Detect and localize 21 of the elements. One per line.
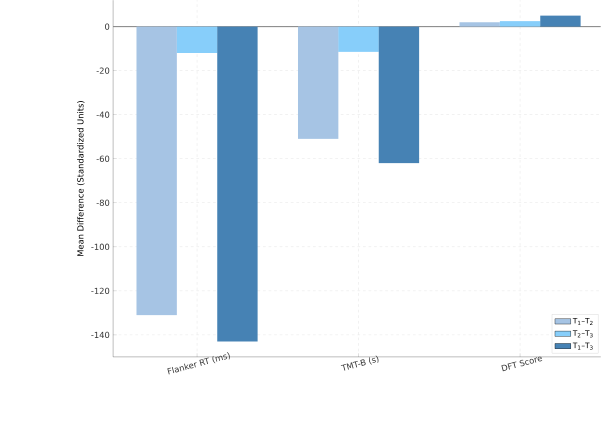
y-tick-label: -140 (91, 332, 110, 338)
bar (540, 16, 581, 27)
y-tick-label: -20 (96, 68, 110, 74)
y-tick-label: -60 (96, 156, 110, 162)
bar (176, 26, 218, 54)
y-axis-title: Mean Difference (Standardized Units) (77, 101, 85, 256)
bar (459, 22, 500, 27)
bar (136, 26, 177, 316)
y-tick-label: -100 (91, 244, 110, 250)
bar (217, 26, 258, 342)
y-tick-label: -80 (96, 200, 110, 206)
bar (338, 26, 379, 52)
x-tick-label: Flanker RT (ms) (167, 352, 230, 375)
bar (500, 21, 540, 27)
x-tick-label: TMT-B (s) (340, 356, 378, 371)
y-tick-label: 0 (105, 24, 110, 30)
y-tick-label: -40 (96, 112, 110, 118)
bar (378, 26, 420, 164)
bar (298, 26, 338, 140)
x-tick-label: DFT Score (501, 356, 542, 372)
y-tick-label: -120 (91, 288, 110, 294)
